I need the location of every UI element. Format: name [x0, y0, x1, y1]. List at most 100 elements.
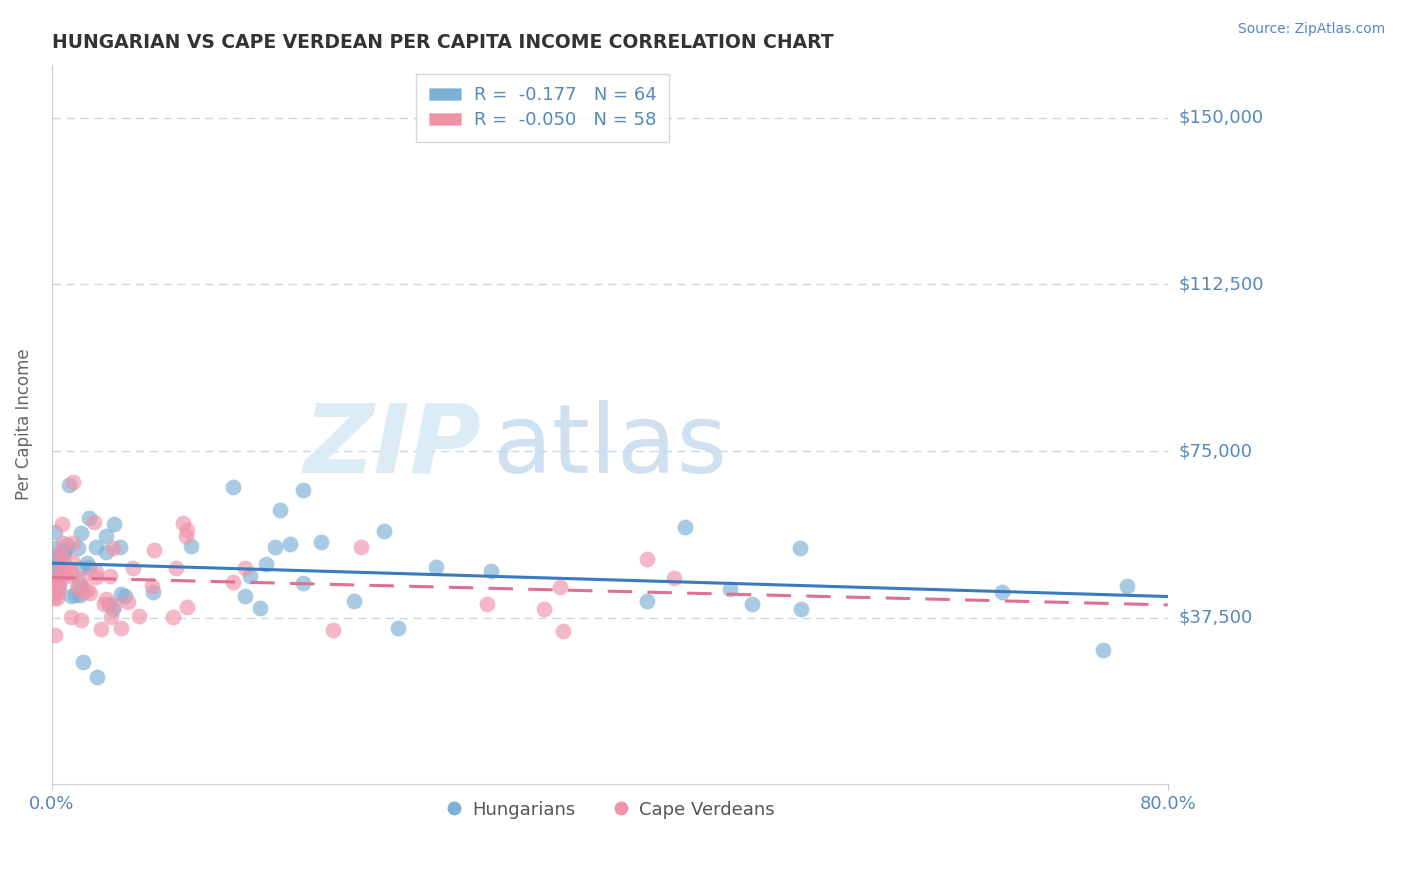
Point: [254, 557, 277, 571]
Point: [176, 523, 198, 537]
Point: [44, 628, 66, 642]
Point: [55, 568, 77, 582]
Point: [49, 563, 72, 577]
Point: [62, 475, 84, 490]
Point: [46, 549, 69, 564]
Point: [479, 564, 502, 578]
Point: [162, 610, 184, 624]
Point: [103, 602, 125, 616]
Point: [322, 623, 344, 637]
Point: [100, 609, 122, 624]
Text: $75,000: $75,000: [1180, 442, 1253, 460]
Point: [1116, 579, 1139, 593]
Point: [76, 583, 98, 598]
Point: [52, 551, 75, 566]
Point: [60, 553, 83, 567]
Point: [58, 478, 80, 492]
Legend: Hungarians, Cape Verdeans: Hungarians, Cape Verdeans: [439, 793, 782, 826]
Point: [233, 560, 256, 574]
Point: [991, 585, 1014, 599]
Point: [44, 569, 66, 583]
Y-axis label: Per Capita Income: Per Capita Income: [15, 349, 32, 500]
Point: [263, 541, 285, 555]
Point: [108, 540, 131, 554]
Point: [94, 529, 117, 543]
Point: [77, 559, 100, 574]
Point: [103, 541, 125, 555]
Point: [70, 525, 93, 540]
Point: [548, 580, 571, 594]
Point: [636, 594, 658, 608]
Point: [718, 582, 741, 596]
Point: [96, 591, 118, 606]
Text: atlas: atlas: [492, 400, 728, 492]
Point: [180, 539, 202, 553]
Point: [46, 562, 69, 576]
Point: [110, 587, 132, 601]
Point: [103, 517, 125, 532]
Point: [425, 560, 447, 574]
Point: [59, 562, 82, 576]
Point: [46, 580, 69, 594]
Point: [291, 483, 314, 498]
Point: [233, 589, 256, 603]
Point: [77, 510, 100, 524]
Point: [44, 591, 66, 606]
Point: [70, 614, 93, 628]
Point: [98, 597, 121, 611]
Text: $150,000: $150,000: [1180, 109, 1264, 127]
Point: [44, 549, 66, 563]
Text: $112,500: $112,500: [1180, 276, 1264, 293]
Point: [222, 574, 245, 589]
Point: [44, 560, 66, 574]
Point: [67, 541, 90, 556]
Point: [72, 656, 94, 670]
Point: [60, 610, 83, 624]
Point: [239, 568, 262, 582]
Point: [790, 602, 813, 616]
Point: [83, 515, 105, 529]
Point: [98, 569, 121, 583]
Point: [117, 595, 139, 609]
Text: Source: ZipAtlas.com: Source: ZipAtlas.com: [1237, 22, 1385, 37]
Point: [66, 580, 89, 594]
Point: [62, 536, 84, 550]
Point: [278, 537, 301, 551]
Point: [128, 609, 150, 624]
Point: [84, 540, 107, 554]
Point: [789, 541, 811, 555]
Point: [1091, 643, 1114, 657]
Point: [741, 597, 763, 611]
Point: [70, 581, 93, 595]
Point: [69, 588, 91, 602]
Point: [53, 546, 76, 560]
Point: [291, 576, 314, 591]
Point: [44, 586, 66, 600]
Point: [45, 574, 67, 588]
Point: [103, 598, 125, 612]
Point: [122, 561, 145, 575]
Point: [673, 520, 696, 534]
Point: [84, 569, 107, 583]
Point: [165, 560, 187, 574]
Point: [636, 551, 658, 566]
Point: [56, 538, 79, 552]
Point: [343, 594, 366, 608]
Point: [172, 516, 194, 531]
Point: [52, 567, 75, 582]
Point: [475, 597, 498, 611]
Point: [76, 556, 98, 570]
Point: [94, 545, 117, 559]
Point: [373, 524, 395, 539]
Point: [249, 601, 271, 615]
Point: [86, 670, 108, 684]
Point: [141, 579, 163, 593]
Point: [63, 588, 86, 602]
Point: [52, 536, 75, 550]
Point: [45, 591, 67, 606]
Point: [114, 590, 136, 604]
Point: [44, 525, 66, 540]
Point: [387, 621, 409, 635]
Point: [533, 602, 555, 616]
Point: [309, 535, 332, 549]
